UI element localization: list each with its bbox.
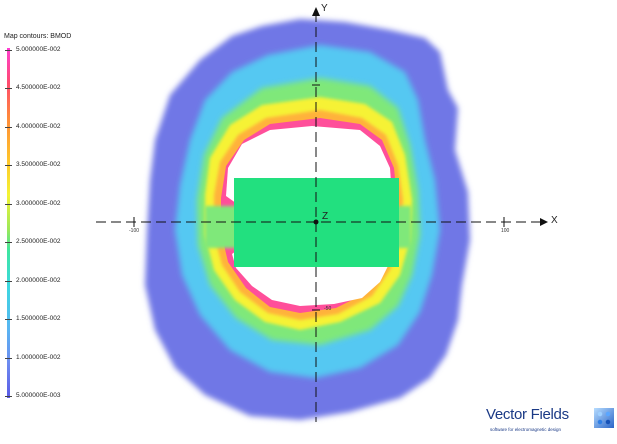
y-axis-arrow bbox=[312, 7, 320, 16]
z-axis-label: Z bbox=[322, 211, 329, 222]
legend-tick bbox=[5, 165, 12, 167]
legend-label: 5.000000E-003 bbox=[16, 392, 61, 399]
x-tick-label-right: 100 bbox=[501, 228, 510, 234]
legend-tick bbox=[5, 242, 12, 244]
legend-label: 3.500000E-002 bbox=[16, 161, 61, 169]
legend-title: Map contours: BMOD bbox=[4, 33, 72, 40]
legend-tick bbox=[5, 203, 12, 205]
legend-tick bbox=[5, 357, 12, 359]
legend-label: 3.000000E-002 bbox=[16, 199, 61, 207]
logo-tagline: software for electromagnetic design bbox=[490, 427, 562, 432]
legend-tick bbox=[5, 319, 12, 321]
x-axis-label: X bbox=[551, 215, 558, 226]
legend-tick bbox=[5, 50, 12, 51]
legend-label: 4.000000E-002 bbox=[16, 122, 61, 130]
legend-label: 2.500000E-002 bbox=[16, 238, 61, 246]
legend-label: 2.000000E-002 bbox=[16, 276, 61, 284]
legend-label: 4.500000E-002 bbox=[16, 84, 61, 92]
x-axis-arrow bbox=[540, 218, 548, 226]
y-tick-label-bottom: -50 bbox=[324, 306, 332, 312]
legend-tick bbox=[5, 126, 12, 128]
origin-marker bbox=[313, 219, 319, 225]
y-axis-label: Y bbox=[321, 3, 328, 14]
logo-text: Vector Fields bbox=[486, 406, 569, 423]
legend-label: 1.000000E-002 bbox=[16, 353, 61, 361]
x-tick-label-left: -100 bbox=[129, 228, 140, 234]
vector-fields-logo: Vector Fields software for electromagnet… bbox=[486, 405, 616, 441]
legend-color-bar bbox=[7, 48, 10, 398]
legend-tick bbox=[5, 396, 12, 397]
legend-label: 5.000000E-002 bbox=[16, 46, 61, 53]
legend-tick bbox=[5, 280, 12, 282]
legend-label: 1.500000E-002 bbox=[16, 315, 61, 323]
legend-tick bbox=[5, 88, 12, 90]
logo-mark-icon bbox=[594, 408, 614, 428]
